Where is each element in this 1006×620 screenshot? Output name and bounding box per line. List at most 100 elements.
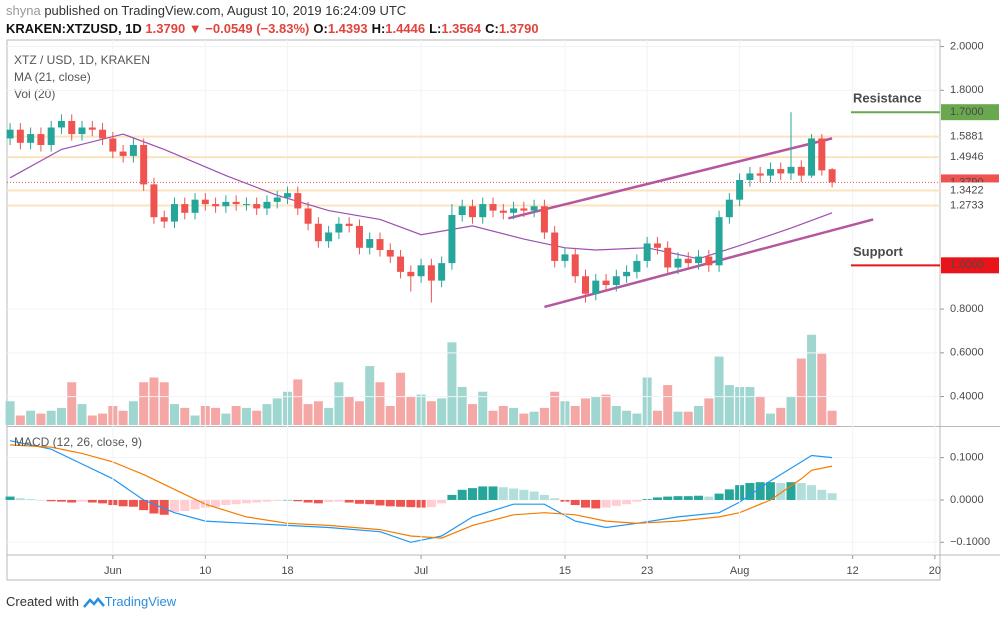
volume-bar [118,410,128,425]
macd-histogram-bar [488,486,498,500]
candle-body [582,276,590,294]
candle-body [140,145,148,185]
macd-histogram-bar [293,499,303,502]
published: published on TradingView.com, August 10,… [44,3,407,18]
candle-body [612,276,620,285]
macd-histogram-bar [26,499,36,500]
publisher: shyna [6,3,41,18]
volume-bar [396,372,406,425]
candle-body [417,265,425,277]
macd-histogram-bar [745,483,755,500]
volume-bar [231,406,241,425]
macd-histogram-bar [354,499,364,504]
volume-bar [437,398,447,425]
price-badge [941,182,999,199]
macd-histogram-bar [56,499,66,502]
volume-bar [611,406,621,425]
candle-body [314,223,322,242]
candle-body [119,151,127,156]
candle-body [664,247,672,268]
candle-body [551,232,559,261]
key-level-label: Support [853,244,903,259]
macd-histogram-bar [334,499,344,502]
volume-bar [591,396,601,425]
macd-histogram-bar [149,499,159,514]
candle-body [273,197,281,202]
macd-histogram-bar [324,499,334,503]
legend-macd: MACD (12, 26, close, 9) [14,435,142,449]
volume-bar [817,353,827,425]
volume-bar [457,387,467,425]
macd-histogram-bar [375,499,385,506]
macd-histogram-bar [529,491,539,500]
macd-histogram-bar [601,499,611,508]
macd-histogram-bar [611,499,621,506]
candle-body [684,258,692,264]
volume-bar [539,407,549,425]
macd-histogram-bar [385,499,395,507]
macd-histogram-bar [313,499,323,504]
volume-bar [765,413,775,425]
price-badge [941,104,999,121]
ohlc-value: 1.3790 [498,21,539,36]
candle-body [571,254,579,277]
candle-body [746,173,754,180]
footer: Created with TradingView [6,594,176,610]
price-badge-label: 1.5881 [950,131,984,143]
macd-histogram-bar [807,485,817,500]
ohlc-label: L: [429,21,442,36]
volume-bar [36,413,46,425]
candle-body [68,120,76,135]
volume-bar [673,411,683,425]
ohlc-value: 1.4446 [385,21,426,36]
candle-body [150,184,158,218]
macd-histogram-bar [252,499,262,503]
candle-body [623,271,631,277]
volume-bar [406,396,416,425]
candle-body [397,256,405,272]
candle-body [479,204,487,218]
footer-brand: TradingView [104,594,177,609]
symbol-line: KRAKEN:XTZUSD, 1D 1.3790 ▼ −0.0549 (−3.8… [6,21,539,36]
candle-body [736,180,744,200]
candle-body [438,263,446,281]
candle-body [633,260,641,272]
macd-histogram-bar [498,487,508,500]
ohlc-label: C: [485,21,499,36]
macd-histogram-bar [467,488,477,500]
y-tick-label: 0.6000 [950,347,984,359]
macd-histogram-bar [5,496,15,500]
volume-bar [344,396,354,425]
candle-body [530,206,538,211]
macd-histogram-bar [231,499,241,505]
price-badge-label: 1.0000 [950,259,984,271]
candle-body [777,169,785,174]
candle-body [181,204,189,213]
macd-histogram-bar [241,499,251,504]
volume-bar [694,406,704,425]
legend-volume: Vol (20) [14,87,55,101]
volume-bar [447,342,457,425]
macd-histogram-bar [15,498,25,500]
macd-histogram-bar [128,499,138,507]
volume-bar [385,406,395,425]
macd-histogram-bar [755,482,765,500]
macd-histogram-bar [652,497,662,500]
candle-body [325,232,333,242]
candle-body [16,129,24,143]
candle-body [253,204,261,209]
candle-body [160,217,168,222]
candle-body [705,256,713,266]
y-tick-label: 0.8000 [950,303,984,315]
volume-bar [67,382,77,425]
macd-histogram-bar [776,483,786,500]
macd-histogram-bar [98,499,108,504]
candle-body [335,223,343,233]
volume-bar [169,404,179,425]
macd-histogram-bar [765,482,775,500]
volume-bar [488,410,498,425]
volume-bar [149,377,159,425]
volume-bar [87,415,97,425]
macd-histogram-bar [221,499,231,506]
macd-histogram-bar [704,496,714,500]
